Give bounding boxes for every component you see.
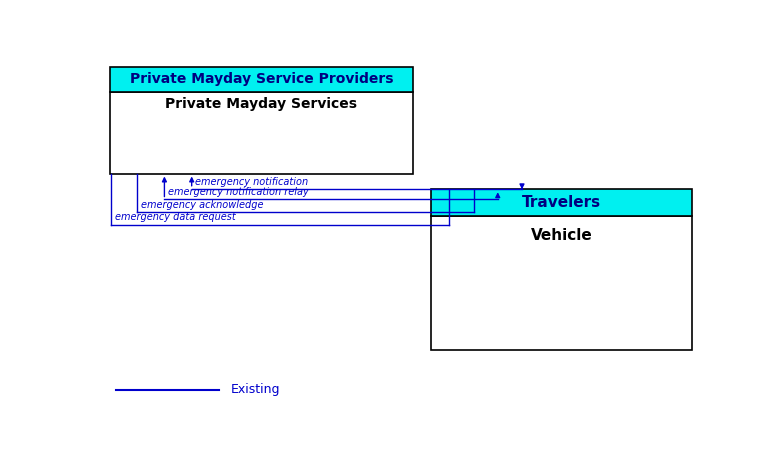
Text: Travelers: Travelers — [522, 195, 601, 210]
Text: emergency notification relay: emergency notification relay — [168, 187, 309, 197]
Text: Existing: Existing — [231, 383, 281, 396]
Bar — [109, 67, 413, 92]
Bar — [431, 216, 692, 350]
Text: emergency data request: emergency data request — [115, 212, 235, 222]
Text: Private Mayday Service Providers: Private Mayday Service Providers — [130, 72, 393, 86]
Text: emergency acknowledge: emergency acknowledge — [141, 200, 264, 210]
Text: Private Mayday Services: Private Mayday Services — [165, 97, 357, 111]
Text: Vehicle: Vehicle — [530, 228, 592, 243]
Bar — [109, 92, 413, 174]
Bar — [431, 189, 692, 216]
Text: emergency notification: emergency notification — [196, 177, 308, 186]
